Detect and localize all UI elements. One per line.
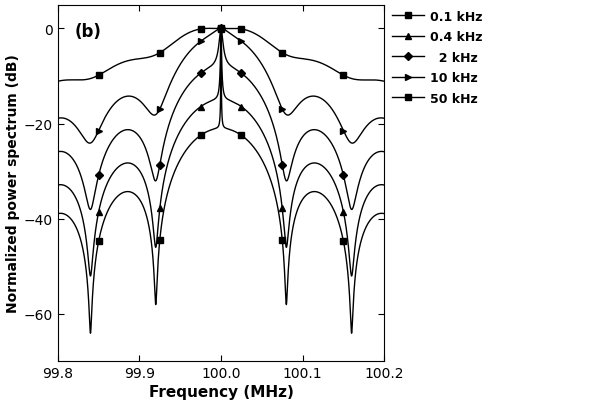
Legend: 0.1 kHz, 0.4 kHz,   2 kHz, 10 kHz, 50 kHz: 0.1 kHz, 0.4 kHz, 2 kHz, 10 kHz, 50 kHz xyxy=(388,6,487,110)
Text: (b): (b) xyxy=(74,23,101,41)
Y-axis label: Normalized power spectrum (dB): Normalized power spectrum (dB) xyxy=(5,54,19,313)
X-axis label: Frequency (MHz): Frequency (MHz) xyxy=(148,384,294,399)
